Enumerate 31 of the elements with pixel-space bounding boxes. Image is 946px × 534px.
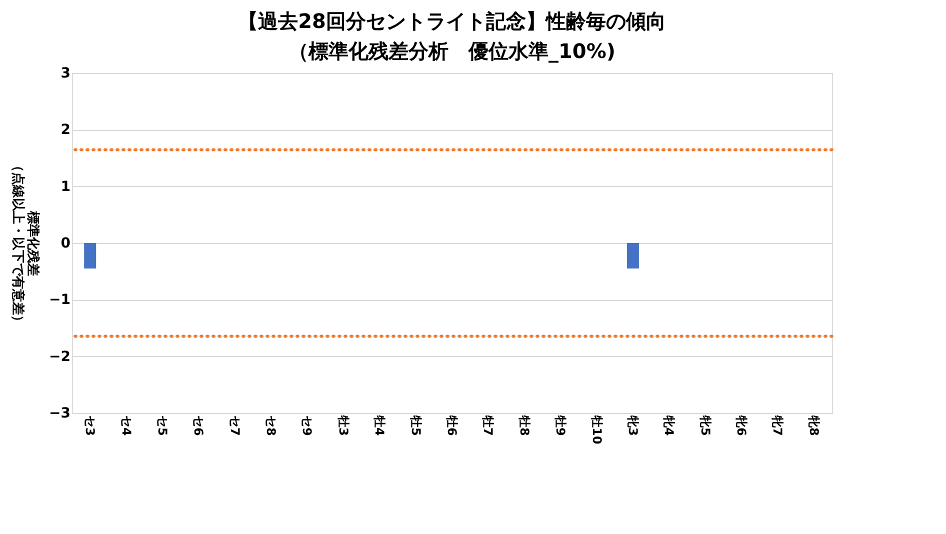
x-tick-label: 牡4 bbox=[372, 414, 387, 436]
x-tick-label: セ5 bbox=[155, 416, 170, 436]
x-tick-label: 牝8 bbox=[806, 414, 821, 436]
x-tick-label: 牝5 bbox=[698, 414, 712, 436]
y-tick-label: 2 bbox=[60, 122, 70, 138]
y-tick-label: −1 bbox=[49, 292, 70, 308]
y-axis-title: 標準化残差（点線以上・以下で有意差） bbox=[10, 159, 40, 328]
y-tick-label: 1 bbox=[60, 178, 70, 195]
chart-title: 【過去28回分セントライト記念】性齢毎の傾向 bbox=[238, 9, 666, 33]
x-tick-label: セ4 bbox=[119, 416, 134, 436]
x-tick-label: 牝4 bbox=[662, 414, 676, 436]
x-tick-label: 牡7 bbox=[481, 414, 496, 436]
x-tick-label: 牡5 bbox=[408, 414, 423, 436]
x-tick-label: 牡8 bbox=[517, 414, 532, 436]
x-tick-label: 牡6 bbox=[445, 414, 459, 436]
x-tick-label: 牡10 bbox=[590, 414, 604, 444]
y-tick-label: −2 bbox=[49, 348, 70, 365]
x-tick-label: 牝7 bbox=[770, 414, 785, 436]
x-tick-label: 牡3 bbox=[336, 414, 350, 436]
chart-subtitle: （標準化残差分析 優位水準_10%) bbox=[288, 39, 616, 63]
x-tick-label: 牝6 bbox=[734, 414, 749, 436]
x-tick-label: セ6 bbox=[192, 416, 206, 436]
y-tick-label: 3 bbox=[60, 66, 70, 82]
x-tick-label: セ8 bbox=[264, 416, 278, 436]
x-tick-label: セ3 bbox=[83, 416, 98, 436]
y-tick-label: −3 bbox=[49, 406, 70, 422]
x-tick-label: セ7 bbox=[228, 416, 242, 436]
x-tick-label: 牝3 bbox=[626, 414, 640, 436]
x-tick-label: 牡9 bbox=[554, 414, 568, 436]
x-tick-label: セ9 bbox=[300, 416, 314, 436]
y-tick-label: 0 bbox=[60, 236, 71, 252]
